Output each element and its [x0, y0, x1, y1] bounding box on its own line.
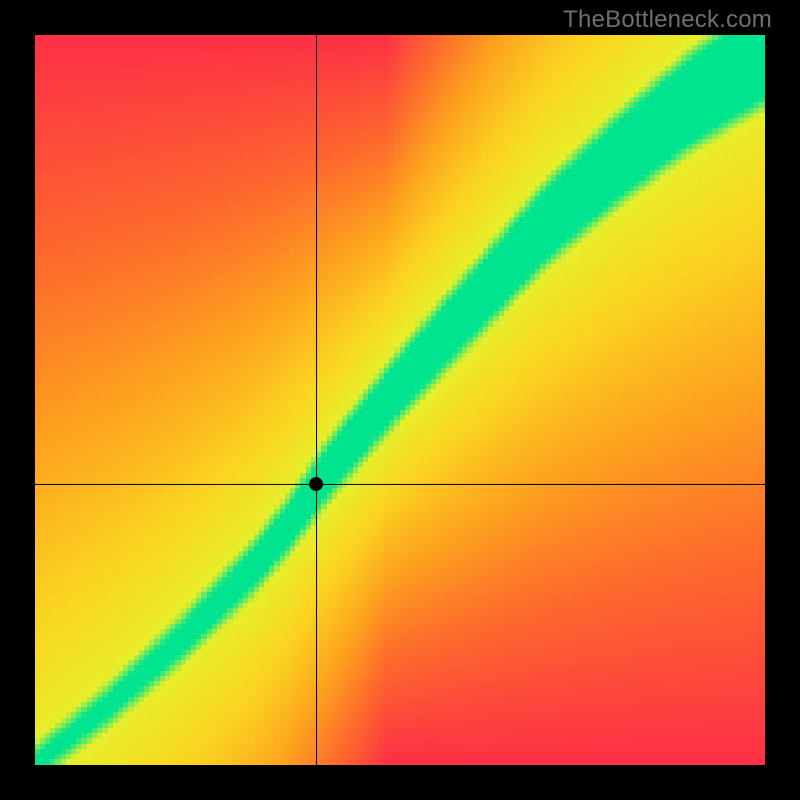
- heatmap-canvas: [35, 35, 765, 765]
- attribution-text: TheBottleneck.com: [563, 6, 772, 34]
- bottleneck-heatmap: [35, 35, 765, 765]
